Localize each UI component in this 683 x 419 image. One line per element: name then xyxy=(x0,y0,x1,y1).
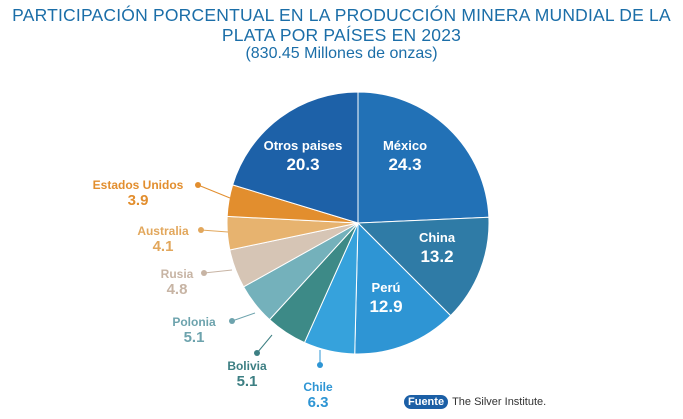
label-chile-marker xyxy=(317,362,323,368)
leader-line-bolivia xyxy=(256,334,273,354)
label-estados-unidos-value: 3.9 xyxy=(128,192,149,209)
chart-title-line-2: PLATA POR PAÍSES EN 2023 xyxy=(221,25,462,45)
label-polonia-marker xyxy=(229,318,235,324)
chart-title-line-1: PARTICIPACIÓN PORCENTUAL EN LA PRODUCCIÓ… xyxy=(12,5,671,25)
pie-slice-mexico xyxy=(357,91,490,224)
label-otros-paises-name: Otros paises xyxy=(264,138,343,153)
pie-slice-otros-paises xyxy=(232,91,359,224)
label-chile-name: Chile xyxy=(303,380,333,394)
chart-title: PARTICIPACIÓN PORCENTUAL EN LA PRODUCCIÓ… xyxy=(0,5,683,45)
source-label-badge: Fuente xyxy=(404,395,449,409)
label-bolivia-name: Bolivia xyxy=(227,359,267,373)
label-australia-value: 4.1 xyxy=(153,238,174,255)
pie-slice-peru xyxy=(354,221,452,355)
label-china-value: 13.2 xyxy=(420,247,453,266)
label-peru-value: 12.9 xyxy=(369,297,402,316)
label-mexico-value: 24.3 xyxy=(388,155,421,174)
label-polonia-name: Polonia xyxy=(172,315,216,329)
label-mexico-name: México xyxy=(383,138,427,153)
label-rusia-marker xyxy=(201,270,207,276)
label-rusia-name: Rusia xyxy=(161,267,194,281)
label-otros-paises-value: 20.3 xyxy=(286,155,319,174)
label-china-name: China xyxy=(419,230,456,245)
leader-line-polonia xyxy=(231,312,256,322)
label-estados-unidos-name: Estados Unidos xyxy=(93,178,184,192)
source-text: The Silver Institute. xyxy=(452,396,547,408)
leader-line-australia xyxy=(200,229,229,233)
label-australia-marker xyxy=(198,227,204,233)
leader-line-rusia xyxy=(203,269,233,274)
label-chile-value: 6.3 xyxy=(308,394,329,411)
label-bolivia-value: 5.1 xyxy=(237,373,258,390)
label-polonia-value: 5.1 xyxy=(184,329,205,346)
pie-slice-china xyxy=(356,216,490,317)
label-bolivia-marker xyxy=(254,350,260,356)
pie-slices xyxy=(226,91,490,355)
label-australia-name: Australia xyxy=(137,224,189,238)
chart-subtitle: (830.45 Millones de onzas) xyxy=(245,45,438,62)
leader-line-estados-unidos xyxy=(197,184,231,199)
source-note: Fuente The Silver Institute. xyxy=(404,395,546,409)
label-estados-unidos-marker xyxy=(195,182,201,188)
label-peru-name: Perú xyxy=(372,280,401,295)
label-rusia-value: 4.8 xyxy=(167,281,188,298)
